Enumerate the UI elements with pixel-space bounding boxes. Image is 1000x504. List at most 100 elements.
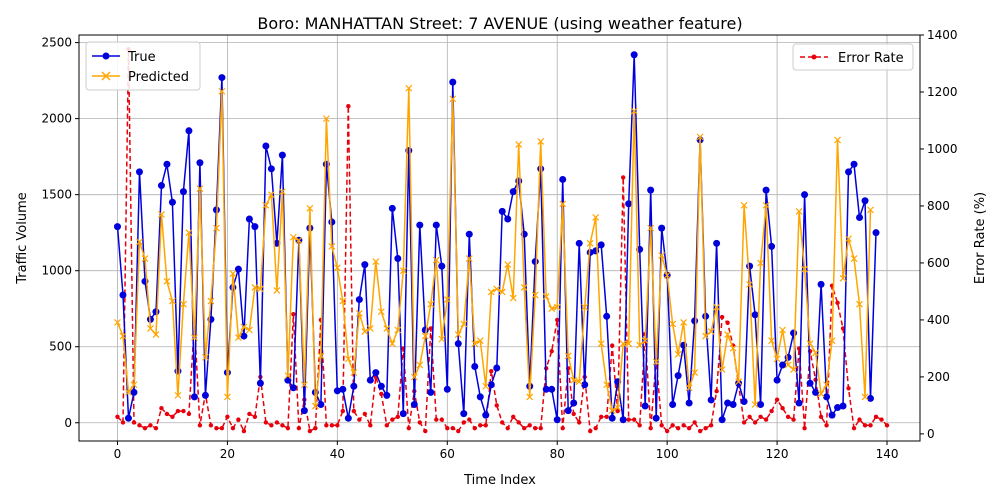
true-point	[872, 229, 880, 237]
error-rate-point	[708, 423, 714, 428]
true-point	[581, 381, 589, 389]
true-point	[592, 247, 600, 255]
predicted-point	[856, 300, 863, 308]
true-point	[850, 160, 858, 168]
predicted-point	[399, 267, 407, 275]
true-point	[740, 397, 748, 405]
error-rate-point	[758, 414, 763, 419]
true-point	[240, 332, 248, 340]
true-point	[724, 399, 732, 407]
true-point	[377, 382, 385, 390]
error-rate-point	[703, 425, 708, 431]
error-rate-point	[626, 417, 631, 422]
true-point	[768, 242, 776, 250]
true-point	[856, 213, 864, 221]
true-point	[713, 239, 721, 247]
error-rate-point	[835, 300, 840, 306]
predicted-point	[449, 95, 457, 103]
predicted-point	[207, 297, 215, 305]
error-rate-point	[692, 420, 697, 425]
predicted-point	[691, 369, 699, 376]
predicted-point	[531, 291, 539, 299]
predicted-point	[795, 207, 803, 215]
predicted-series	[114, 84, 874, 415]
true-point	[234, 265, 242, 273]
true-point	[438, 262, 446, 270]
predicted-point	[476, 337, 484, 345]
predicted-point	[735, 378, 743, 386]
predicted-point	[191, 334, 198, 342]
predicted-point	[740, 201, 748, 209]
true-point	[586, 248, 594, 256]
error-rate-point	[291, 312, 296, 317]
true-point	[278, 151, 286, 159]
true-point	[691, 317, 699, 325]
y-tick-label: 1500	[41, 188, 72, 202]
true-point	[757, 401, 765, 409]
true-point	[135, 168, 143, 176]
y2-tick-label: 0	[927, 427, 935, 441]
predicted-point	[570, 376, 578, 384]
error-rate-point	[263, 420, 269, 425]
predicted-point	[212, 224, 220, 232]
error-rate-point	[241, 428, 247, 434]
true-point	[812, 388, 820, 396]
predicted-point	[234, 334, 242, 342]
predicted-point	[625, 340, 633, 348]
predicted-point	[553, 303, 561, 311]
error-rate-point	[148, 423, 153, 428]
error-rate-point	[752, 420, 758, 425]
predicted-point	[520, 283, 528, 291]
predicted-point	[575, 378, 583, 386]
error-rate-point	[631, 417, 637, 422]
predicted-point	[372, 258, 380, 265]
error-rate-point	[516, 420, 521, 425]
error-rate-point	[120, 420, 126, 425]
true-point	[504, 215, 512, 223]
error-rate-point	[747, 414, 752, 419]
error-rate-point	[478, 423, 483, 428]
predicted-point	[278, 188, 286, 196]
predicted-point	[542, 293, 550, 300]
error-rate-point	[505, 425, 510, 431]
predicted-point	[114, 318, 121, 326]
predicted-point	[169, 297, 176, 305]
predicted-point	[311, 402, 319, 410]
plot-frame	[78, 34, 921, 442]
error-rate-point	[714, 388, 719, 394]
error-rate-point	[472, 425, 477, 431]
y-tick-label: 2500	[41, 36, 72, 50]
error-rate-point	[577, 420, 582, 425]
true-point	[267, 165, 275, 173]
error-rate-point	[329, 423, 335, 428]
predicted-point	[256, 285, 264, 293]
true-point	[647, 186, 655, 194]
error-rate-point	[285, 425, 291, 431]
legend-predicted-marker	[101, 71, 111, 81]
error-rate-point	[269, 423, 274, 428]
error-rate-point	[785, 414, 791, 419]
true-point	[531, 258, 539, 266]
y-axis-label: Traffic Volume	[15, 192, 30, 285]
true-point	[333, 387, 341, 395]
true-point	[674, 372, 682, 380]
true-point	[163, 160, 171, 168]
error-rate-point	[664, 428, 670, 434]
y2-tick-label: 1200	[927, 85, 958, 99]
true-point	[355, 296, 363, 304]
predicted-point	[751, 401, 759, 408]
true-point	[625, 200, 633, 208]
error-rate-point	[522, 425, 527, 431]
error-rate-point	[763, 417, 769, 422]
predicted-point	[344, 355, 352, 363]
true-point	[179, 188, 187, 196]
predicted-point	[218, 87, 226, 95]
legend-right-frame	[792, 43, 914, 71]
predicted-line	[116, 88, 872, 412]
error-rate-point	[346, 104, 351, 109]
predicted-point	[295, 236, 303, 244]
predicted-point	[289, 233, 297, 241]
true-point	[152, 308, 160, 316]
true-point	[350, 382, 358, 390]
